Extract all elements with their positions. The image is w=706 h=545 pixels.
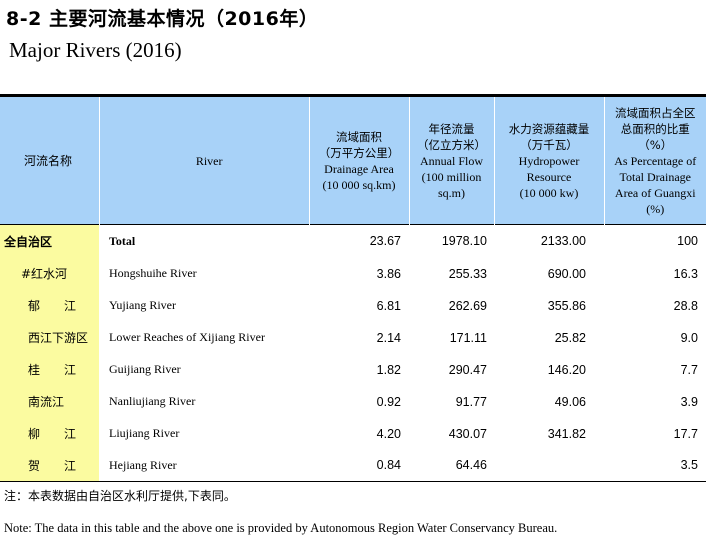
header-hydropower-line: 水力资源蕴藏量 — [508, 121, 590, 136]
river-name-en: Liujiang River — [109, 426, 180, 440]
river-name-en: Total — [109, 233, 136, 248]
percentage-value: 16.3 — [673, 266, 698, 281]
header-percentage: 流域面积占全区 总面积的比重 （%） As Percentage of Tota… — [603, 95, 706, 225]
header-row: 河流名称 River 流域面积 （万平方公里） Drainage Area (1… — [0, 95, 706, 225]
header-drainage-area-line: 流域面积 — [336, 129, 382, 144]
drainage-area-value: 4.20 — [376, 426, 401, 441]
header-drainage-area-line: （万平方公里） — [318, 145, 400, 160]
header-percentage-line: （%） — [638, 137, 673, 152]
drainage-area-value: 3.86 — [376, 266, 401, 281]
drainage-area-value: 1.82 — [376, 362, 401, 377]
table-row: 桂 江 Guijiang River 1.82 290.47 146.20 7.… — [0, 353, 706, 386]
table-row: #红水河 Hongshuihe River 3.86 255.33 690.00… — [0, 257, 706, 290]
table-row: 贺 江 Hejiang River 0.84 64.46 3.5 — [0, 449, 706, 482]
river-name-cn: 贺 江 — [0, 449, 99, 482]
annual-flow-value: 1978.10 — [441, 234, 487, 249]
percentage-value: 28.8 — [673, 298, 698, 313]
header-drainage-area: 流域面积 （万平方公里） Drainage Area (10 000 sq.km… — [308, 95, 409, 225]
river-name-cn: 全自治区 — [0, 224, 99, 258]
percentage-value: 3.9 — [680, 394, 698, 409]
header-annual-flow-line: Annual Flow — [420, 153, 483, 168]
header-hydropower-line: Hydropower — [518, 153, 580, 168]
header-annual-flow-line: sq.m) — [438, 185, 465, 200]
table-row: 南流江 Nanliujiang River 0.92 91.77 49.06 3… — [0, 385, 706, 418]
percentage-value: 9.0 — [680, 330, 698, 345]
annual-flow-value: 171.11 — [449, 330, 487, 345]
river-name-cn: #红水河 — [0, 257, 99, 290]
river-name-cn: 桂 江 — [0, 353, 99, 386]
footnote-english: Note: The data in this table and the abo… — [4, 521, 558, 535]
hydropower-value: 49.06 — [554, 394, 586, 409]
drainage-area-value: 2.14 — [376, 330, 401, 345]
header-drainage-area-line: (10 000 sq.km) — [322, 177, 396, 192]
table-row: 西江下游区 Lower Reaches of Xijiang River 2.1… — [0, 321, 706, 354]
hydropower-value: 2133.00 — [540, 234, 586, 249]
header-percentage-line: Area of Guangxi — [614, 185, 696, 200]
annual-flow-value: 64.46 — [455, 458, 487, 473]
percentage-value: 3.5 — [680, 458, 698, 473]
river-name-cn: 西江下游区 — [0, 321, 99, 354]
header-hydropower: 水力资源蕴藏量 （万千瓦） Hydropower Resource (10 00… — [493, 95, 604, 225]
header-river-name-cn: 河流名称 — [0, 95, 99, 225]
percentage-value: 100 — [677, 234, 698, 249]
hydropower-value — [494, 450, 604, 482]
river-name-cn: 柳 江 — [0, 417, 99, 450]
percentage-value: 17.7 — [673, 426, 698, 441]
drainage-area-value: 0.92 — [376, 394, 401, 409]
river-name-cn: 南流江 — [0, 385, 99, 418]
annual-flow-value: 290.47 — [448, 362, 487, 377]
hydropower-value: 146.20 — [547, 362, 586, 377]
header-drainage-area-line: Drainage Area — [324, 161, 394, 176]
table-row: 郁 江 Yujiang River 6.81 262.69 355.86 28.… — [0, 289, 706, 322]
table-row-total: 全自治区 Total 23.67 1978.10 2133.00 100 — [0, 224, 706, 258]
header-percentage-line: 总面积的比重 — [620, 121, 690, 136]
header-hydropower-line: （万千瓦） — [520, 137, 578, 152]
footnote-chinese: 注：本表数据由自治区水利厅提供,下表同。 — [4, 489, 236, 503]
annual-flow-value: 91.77 — [455, 394, 487, 409]
page-title-chinese: 8-2 主要河流基本情况（2016年） — [6, 8, 319, 30]
hydropower-value: 25.82 — [554, 330, 586, 345]
header-percentage-line: As Percentage of — [614, 153, 697, 168]
header-percentage-line: (%) — [646, 201, 665, 216]
river-name-en: Lower Reaches of Xijiang River — [109, 330, 265, 344]
header-annual-flow-line: （亿立方米） — [417, 137, 486, 152]
header-hydropower-line: Resource — [526, 169, 572, 184]
hydropower-value: 690.00 — [547, 266, 586, 281]
header-annual-flow: 年径流量 （亿立方米） Annual Flow (100 million sq.… — [408, 95, 494, 225]
river-name-cn: 郁 江 — [0, 289, 99, 322]
hydropower-value: 341.82 — [547, 426, 586, 441]
header-hydropower-line: (10 000 kw) — [519, 185, 579, 200]
river-name-en: Yujiang River — [109, 298, 176, 312]
river-name-en: Guijiang River — [109, 362, 181, 376]
header-river-name-en: River — [98, 95, 309, 225]
river-name-en: Hongshuihe River — [109, 266, 197, 280]
page-title-english: Major Rivers (2016) — [9, 38, 182, 62]
table-row: 柳 江 Liujiang River 4.20 430.07 341.82 17… — [0, 417, 706, 450]
drainage-area-value: 0.84 — [376, 458, 401, 473]
river-name-en: Nanliujiang River — [109, 394, 196, 408]
drainage-area-value: 23.67 — [369, 234, 401, 249]
header-annual-flow-line: (100 million — [421, 169, 482, 184]
header-percentage-line: 流域面积占全区 — [615, 105, 696, 120]
percentage-value: 7.7 — [680, 362, 698, 377]
header-percentage-line: Total Drainage — [619, 169, 691, 184]
drainage-area-value: 6.81 — [376, 298, 401, 313]
river-name-en: Hejiang River — [109, 457, 177, 472]
header-annual-flow-line: 年径流量 — [428, 121, 475, 136]
annual-flow-value: 430.07 — [448, 426, 487, 441]
major-rivers-table: 河流名称 River 流域面积 （万平方公里） Drainage Area (1… — [0, 94, 706, 482]
hydropower-value: 355.86 — [547, 298, 586, 313]
annual-flow-value: 255.33 — [448, 266, 487, 281]
annual-flow-value: 262.69 — [448, 298, 487, 313]
